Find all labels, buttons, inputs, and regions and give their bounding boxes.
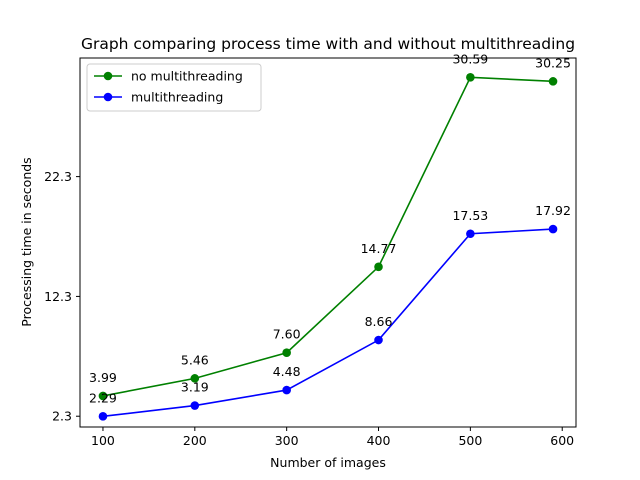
data-label: 30.25 xyxy=(535,55,571,70)
y-tick-label: 22.3 xyxy=(44,169,72,184)
x-tick-label: 500 xyxy=(458,433,482,448)
data-point xyxy=(374,335,383,345)
data-point xyxy=(548,224,558,234)
data-point xyxy=(466,229,475,239)
data-label: 8.66 xyxy=(365,314,393,329)
data-label: 4.48 xyxy=(273,364,301,379)
series-layer xyxy=(98,72,558,421)
data-label: 3.19 xyxy=(181,380,209,395)
y-axis-label: Processing time in seconds xyxy=(19,157,34,326)
legend-label: multithreading xyxy=(131,90,223,105)
y-axis: 2.3 12.3 22.3 xyxy=(44,169,80,424)
chart-title: Graph comparing process time with and wi… xyxy=(81,35,575,53)
data-point xyxy=(282,348,291,358)
legend-marker xyxy=(103,92,113,102)
data-point xyxy=(374,262,383,272)
data-label: 7.60 xyxy=(273,327,301,342)
data-label: 30.59 xyxy=(452,51,488,66)
legend-label: no multithreading xyxy=(131,69,243,84)
data-point xyxy=(190,401,200,410)
data-label: 17.53 xyxy=(452,208,488,223)
data-label: 17.92 xyxy=(535,203,571,218)
data-point xyxy=(548,77,558,86)
series-line-no-multithreading xyxy=(102,76,554,397)
legend-marker xyxy=(103,71,113,81)
plot-frame xyxy=(79,57,577,428)
x-tick-label: 600 xyxy=(550,433,574,448)
x-axis: 100 200 300 400 500 600 xyxy=(91,427,574,448)
x-tick-label: 300 xyxy=(275,433,299,448)
data-labels-layer: 3.99 5.46 7.60 14.77 30.59 30.25 2.29 3.19 4.48 8… xyxy=(89,51,571,405)
data-point xyxy=(98,412,108,421)
legend: no multithreading multithreading xyxy=(86,63,262,112)
data-label: 3.99 xyxy=(89,370,117,385)
data-label: 5.46 xyxy=(181,352,209,367)
data-label: 14.77 xyxy=(361,241,397,256)
x-tick-label: 400 xyxy=(367,433,391,448)
x-axis-label: Number of images xyxy=(270,455,386,470)
data-label: 2.29 xyxy=(89,390,117,405)
legend-box xyxy=(86,63,262,112)
data-point xyxy=(98,391,108,401)
y-tick-label: 12.3 xyxy=(44,289,72,304)
y-tick-label: 2.3 xyxy=(52,409,72,424)
data-point xyxy=(190,374,200,383)
x-tick-label: 200 xyxy=(183,433,207,448)
data-point xyxy=(466,72,475,82)
series-line-multithreading xyxy=(102,228,554,418)
data-point xyxy=(282,385,291,395)
x-tick-label: 100 xyxy=(91,433,115,448)
